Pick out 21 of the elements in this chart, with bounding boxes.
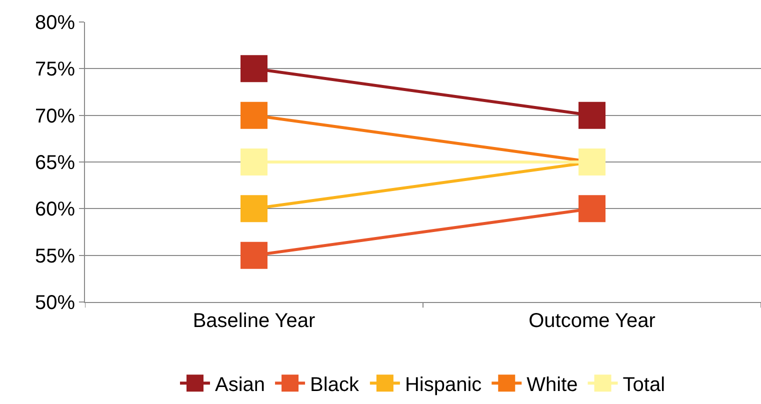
point (240, 55, 268, 82)
y-tick-label: 80% (34, 12, 76, 34)
legend-label: White (526, 374, 578, 396)
y-tick-label: 60% (34, 198, 76, 221)
legend-label: Total (622, 374, 666, 396)
legend-label: Black (310, 374, 360, 396)
point (240, 242, 268, 269)
y-tick-label: 70% (34, 105, 76, 128)
y-tick-label: 50% (34, 292, 76, 314)
y-tick-label: 65% (34, 152, 76, 174)
y-tick-label: 55% (34, 245, 76, 268)
x-tick-label: Outcome Year (528, 310, 656, 332)
legend-label: Hispanic (404, 374, 482, 396)
point (240, 102, 268, 129)
point (578, 102, 606, 129)
point (578, 195, 606, 222)
point (240, 195, 268, 222)
y-tick-label: 75% (34, 58, 76, 81)
legend-label: Asian (215, 374, 266, 396)
point (240, 148, 268, 176)
x-tick-label: Baseline Year (192, 310, 316, 332)
